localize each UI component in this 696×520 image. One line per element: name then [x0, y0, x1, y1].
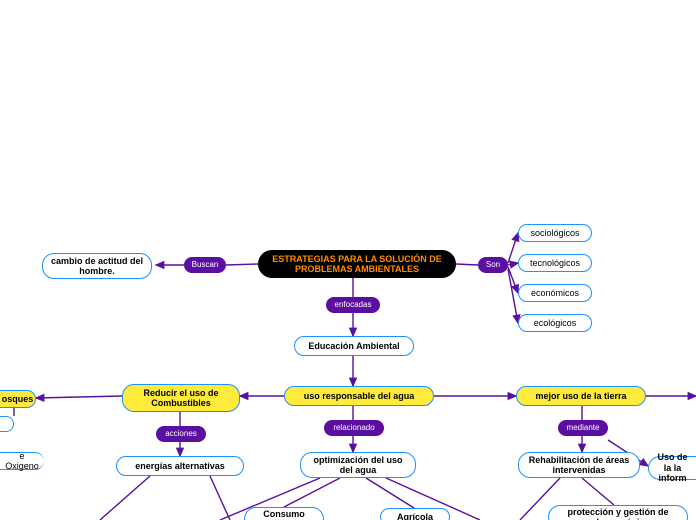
node-rehab: Rehabilitación de áreas intervenidas [518, 452, 640, 478]
node-oxigeno: e Oxigeno [0, 452, 44, 470]
node-proteccion: protección y gestión de suelos orgánicos [548, 505, 688, 520]
node-smallblock [0, 416, 14, 432]
node-educacion: Educación Ambiental [294, 336, 414, 356]
node-reducir: Reducir el uso de Combustibles [122, 384, 240, 412]
node-consumo: Consumo industrial [244, 507, 324, 520]
node-ecologicos: ecológicos [518, 314, 592, 332]
connector-acciones: acciones [156, 426, 206, 442]
node-bosques: osques [0, 390, 36, 408]
node-economicos: económicos [518, 284, 592, 302]
node-sociologicos: sociológicos [518, 224, 592, 242]
node-optimizacion: optimización del uso del agua [300, 452, 416, 478]
connector-buscan: Buscan [184, 257, 226, 273]
node-energias: energías alternativas [116, 456, 244, 476]
node-mejortierra: mejor uso de la tierra [516, 386, 646, 406]
node-agricola: Agrícola [380, 508, 450, 520]
node-tecnologicos: tecnológicos [518, 254, 592, 272]
connector-son: Son [478, 257, 508, 273]
node-usoinfo: Uso de la la inform [648, 456, 696, 480]
node-cambio: cambio de actitud del hombre. [42, 253, 152, 279]
connector-enfocadas: enfocadas [326, 297, 380, 313]
connector-mediante: mediante [558, 420, 608, 436]
center-node: ESTRATEGIAS PARA LA SOLUCIÓN DE PROBLEMA… [258, 250, 456, 278]
node-usoagua: uso responsable del agua [284, 386, 434, 406]
connector-relacionado: relacionado [324, 420, 384, 436]
